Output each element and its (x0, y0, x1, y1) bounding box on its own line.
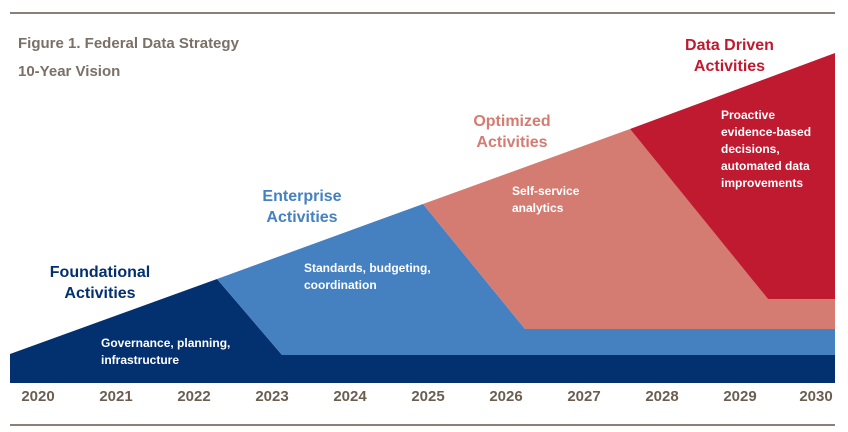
year-label: 2020 (21, 388, 55, 405)
year-label: 2029 (723, 388, 757, 405)
data-driven-description: Proactive evidence-based decisions, auto… (721, 108, 812, 190)
enterprise-band (217, 204, 835, 355)
figure-subtitle: 10-Year Vision (18, 63, 121, 80)
year-label: 2028 (645, 388, 679, 405)
year-label: 2024 (333, 388, 367, 405)
foundational-heading: Foundational Activities (49, 264, 151, 302)
year-label: 2021 (99, 388, 133, 405)
optimized-band (423, 129, 835, 329)
year-label: 2027 (567, 388, 601, 405)
year-label: 2023 (255, 388, 289, 405)
year-label: 2025 (411, 388, 445, 405)
bottom-rule (10, 424, 835, 426)
enterprise-heading: Enterprise Activities (262, 188, 342, 226)
optimized-heading: Optimized Activities (473, 113, 551, 151)
foundational-description: Governance, planning, infrastructure (101, 336, 231, 367)
optimized-description: Self-service analytics (512, 184, 580, 215)
year-label: 2022 (177, 388, 211, 405)
foundational-band (10, 279, 835, 383)
year-label: 2030 (799, 388, 833, 405)
figure-title: Figure 1. Federal Data Strategy (18, 35, 239, 52)
data-driven-band (630, 53, 835, 299)
year-label: 2026 (489, 388, 523, 405)
data-driven-heading: Data Driven Activities (685, 37, 774, 75)
top-rule (10, 12, 835, 14)
enterprise-description: Standards, budgeting, coordination (304, 261, 431, 292)
